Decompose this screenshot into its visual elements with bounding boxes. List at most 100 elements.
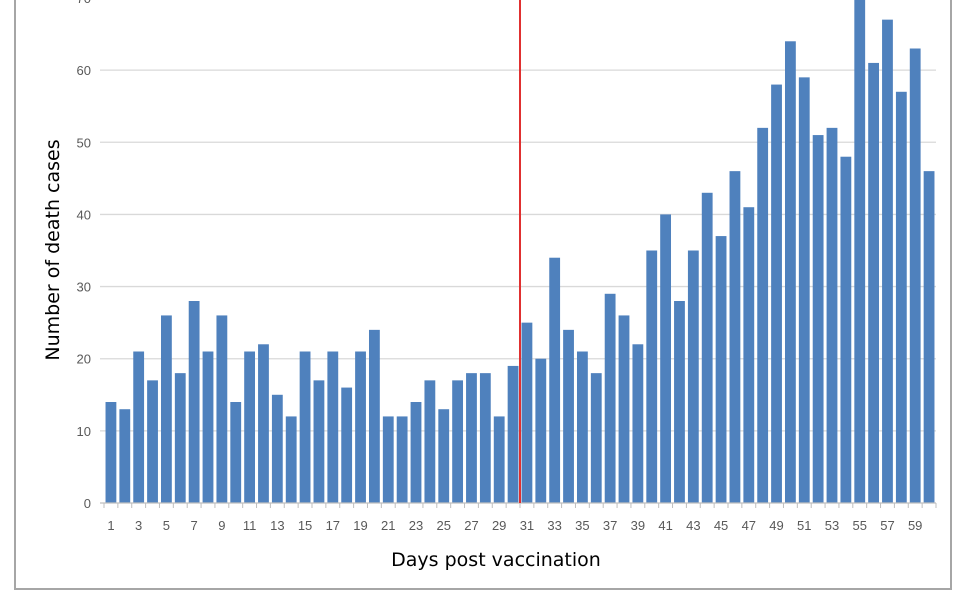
bar-day-37 xyxy=(604,293,616,503)
x-axis-ticks: 1 3 5 7 9 11 13 15 17 19 21 23 25 27 29 31 33 35 37 39 41 43 4… xyxy=(103,503,937,533)
y-tick-label: 20 xyxy=(77,352,91,367)
x-tick-label: 17 xyxy=(326,518,340,533)
chart-frame xyxy=(14,0,952,590)
y-tick-label: 10 xyxy=(77,424,91,439)
bar-day-58 xyxy=(895,91,907,504)
x-tick-label: 31 xyxy=(520,518,534,533)
bar-day-25 xyxy=(438,409,450,503)
bar-day-29 xyxy=(493,416,505,503)
x-tick-label: 29 xyxy=(492,518,506,533)
bar-day-56 xyxy=(868,62,880,504)
y-tick-label: 70 xyxy=(77,0,91,6)
bar-day-34 xyxy=(563,329,574,503)
x-tick-label: 27 xyxy=(464,518,478,533)
bar-day-60 xyxy=(923,171,935,503)
bar-day-30 xyxy=(507,365,519,503)
y-tick-label: 30 xyxy=(77,280,91,295)
x-axis-label: Days post vaccination xyxy=(391,549,601,571)
bar-day-57 xyxy=(882,19,893,504)
bar-day-2 xyxy=(119,409,131,503)
x-tick-label: 3 xyxy=(135,518,142,533)
x-tick-label: 55 xyxy=(852,518,866,533)
x-tick-label: 9 xyxy=(218,518,225,533)
y-tick-label: 40 xyxy=(77,207,91,222)
x-tick-label: 39 xyxy=(631,518,645,533)
bar-day-42 xyxy=(674,301,685,503)
bar-day-38 xyxy=(618,315,630,503)
bar-day-12 xyxy=(258,344,269,503)
bar-day-52 xyxy=(812,135,824,504)
bar-day-18 xyxy=(341,387,353,503)
x-tick-label: 33 xyxy=(547,518,561,533)
bar-day-36 xyxy=(590,373,602,503)
x-tick-label: 13 xyxy=(270,518,284,533)
y-tick-label: 50 xyxy=(77,135,91,150)
x-tick-label: 11 xyxy=(243,518,257,533)
x-tick-label: 37 xyxy=(603,518,617,533)
x-tick-label: 25 xyxy=(436,518,450,533)
x-tick-label: 41 xyxy=(658,518,672,533)
bar-day-40 xyxy=(646,250,658,503)
x-tick-label: 23 xyxy=(409,518,423,533)
x-tick-label: 5 xyxy=(163,518,170,533)
bar-day-47 xyxy=(743,207,755,503)
x-tick-label: 19 xyxy=(353,518,367,533)
bar-day-41 xyxy=(660,214,672,503)
x-tick-label: 57 xyxy=(880,518,894,533)
x-tick-label: 15 xyxy=(298,518,312,533)
y-tick-label: 60 xyxy=(77,63,91,78)
x-tick-label: 7 xyxy=(191,518,198,533)
x-tick-label: 45 xyxy=(714,518,728,533)
y-tick-label: 0 xyxy=(84,496,91,511)
bar-day-8 xyxy=(202,351,214,503)
bar-day-45 xyxy=(715,236,727,504)
x-tick-label: 21 xyxy=(381,518,395,533)
x-tick-label: 53 xyxy=(825,518,839,533)
bar-day-16 xyxy=(313,380,325,503)
bar-day-54 xyxy=(840,156,852,503)
bar-day-53 xyxy=(826,127,838,503)
bar-day-46 xyxy=(729,171,741,503)
y-axis-label: Number of death cases xyxy=(42,139,64,360)
bar-day-43 xyxy=(687,250,699,503)
bar-day-33 xyxy=(549,257,561,503)
x-tick-label: 47 xyxy=(742,518,756,533)
bar-day-48 xyxy=(757,127,769,503)
bar-day-4 xyxy=(147,380,158,503)
bar-day-50 xyxy=(784,41,796,504)
bar-day-24 xyxy=(424,380,436,503)
bar-series xyxy=(105,0,935,504)
bar-day-23 xyxy=(410,402,422,503)
bar-day-44 xyxy=(701,192,713,504)
bar-day-22 xyxy=(396,416,408,503)
bar-day-20 xyxy=(368,329,380,503)
bar-day-39 xyxy=(632,344,644,503)
bar-day-11 xyxy=(244,351,256,503)
bar-day-32 xyxy=(535,358,547,503)
bar-day-14 xyxy=(285,416,297,503)
x-tick-label: 49 xyxy=(769,518,783,533)
bar-day-3 xyxy=(133,351,145,503)
bar-day-1 xyxy=(105,402,117,503)
bar-day-35 xyxy=(576,351,588,503)
bar-day-55 xyxy=(854,0,866,503)
bar-day-19 xyxy=(355,351,366,503)
bar-day-10 xyxy=(230,402,242,503)
bar-day-31 xyxy=(521,322,533,503)
x-tick-label: 51 xyxy=(797,518,811,533)
bar-day-27 xyxy=(466,373,477,503)
x-tick-label: 59 xyxy=(908,518,922,533)
y-axis-ticks: 0 10 20 30 40 50 60 70 xyxy=(77,0,91,511)
bar-day-6 xyxy=(174,373,186,503)
bar-day-9 xyxy=(216,315,228,503)
bar-day-17 xyxy=(327,351,339,503)
bar-day-26 xyxy=(452,380,464,503)
bar-day-13 xyxy=(271,394,283,503)
bar-day-21 xyxy=(382,416,394,503)
bar-day-49 xyxy=(771,84,782,504)
bar-day-28 xyxy=(479,373,491,503)
x-tick-label: 1 xyxy=(107,518,114,533)
x-tick-label: 35 xyxy=(575,518,589,533)
bar-day-7 xyxy=(188,301,200,503)
